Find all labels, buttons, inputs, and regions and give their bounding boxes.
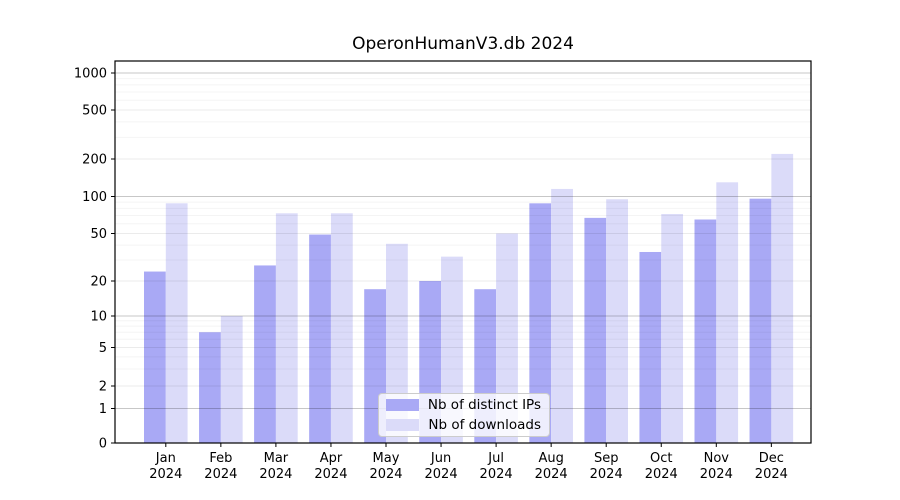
bar-distinct-ips-apr	[309, 234, 331, 443]
legend-row-distinct-ips: Nb of distinct IPs	[385, 397, 541, 413]
bar-distinct-ips-nov	[694, 219, 717, 443]
bar-distinct-ips-feb	[199, 332, 221, 443]
axes-frame	[114, 60, 812, 444]
y-tick-label-1: 1	[99, 402, 107, 417]
y-tick-label-50: 50	[90, 227, 107, 242]
bar-distinct-ips-dec	[749, 198, 772, 443]
x-tick-year-jul: 2024	[480, 467, 513, 482]
x-tick-label-oct: Oct	[650, 451, 672, 466]
bar-distinct-ips-jan	[144, 271, 166, 443]
bar-downloads-mar	[275, 213, 298, 443]
y-tick-label-5: 5	[99, 341, 107, 356]
y-tick-label-2: 2	[99, 380, 107, 395]
x-tick-label-sep: Sep	[594, 451, 619, 466]
bar-downloads-jul	[496, 233, 518, 443]
y-tick-label-500: 500	[82, 104, 107, 119]
x-tick-year-sep: 2024	[590, 467, 623, 482]
legend-row-downloads: Nb of downloads	[386, 417, 541, 433]
x-tick-label-may: May	[373, 451, 400, 466]
legend-label-downloads: Nb of downloads	[428, 417, 541, 433]
bar-downloads-oct	[661, 214, 684, 443]
legend-label-distinct-ips: Nb of distinct IPs	[427, 397, 541, 413]
bar-distinct-ips-mar	[254, 265, 276, 443]
x-tick-year-aug: 2024	[535, 467, 568, 482]
x-tick-year-mar: 2024	[259, 467, 292, 482]
x-tick-label-apr: Apr	[320, 451, 343, 466]
x-tick-year-dec: 2024	[755, 467, 788, 482]
bar-downloads-aug	[551, 188, 573, 443]
bar-downloads-apr	[330, 213, 353, 443]
legend-swatch-downloads	[386, 419, 420, 431]
x-tick-year-nov: 2024	[700, 467, 733, 482]
x-tick-year-feb: 2024	[204, 467, 237, 482]
y-tick-label-1000: 1000	[74, 67, 107, 82]
legend: Nb of distinct IPs Nb of downloads	[378, 393, 550, 437]
bar-downloads-feb	[220, 316, 243, 443]
legend-swatch-distinct-ips	[385, 399, 419, 411]
bar-downloads-dec	[771, 153, 794, 444]
x-tick-label-jan: Jan	[155, 451, 176, 466]
x-tick-year-may: 2024	[369, 467, 402, 482]
y-tick-label-10: 10	[90, 310, 107, 325]
chart-title: OperonHumanV3.db 2024	[352, 34, 574, 54]
x-tick-label-feb: Feb	[209, 451, 232, 466]
x-tick-label-jul: Jul	[487, 451, 504, 466]
x-tick-label-jun: Jun	[430, 451, 451, 466]
x-tick-year-apr: 2024	[314, 467, 347, 482]
bar-downloads-nov	[716, 182, 739, 443]
bar-downloads-jan	[165, 203, 188, 443]
y-tick-label-20: 20	[90, 275, 107, 290]
x-tick-year-oct: 2024	[645, 467, 678, 482]
x-tick-year-jun: 2024	[425, 467, 458, 482]
y-tick-label-200: 200	[82, 153, 107, 168]
x-tick-label-mar: Mar	[264, 451, 289, 466]
bar-distinct-ips-oct	[639, 251, 662, 443]
x-tick-label-aug: Aug	[538, 451, 563, 466]
y-tick-label-100: 100	[82, 190, 107, 205]
bar-downloads-sep	[606, 199, 628, 443]
y-tick-label-0: 0	[99, 437, 107, 452]
x-tick-year-jan: 2024	[149, 467, 182, 482]
bar-distinct-ips-aug	[529, 203, 552, 443]
x-tick-label-nov: Nov	[704, 451, 730, 466]
bar-distinct-ips-sep	[584, 217, 607, 443]
x-tick-label-dec: Dec	[759, 451, 784, 466]
